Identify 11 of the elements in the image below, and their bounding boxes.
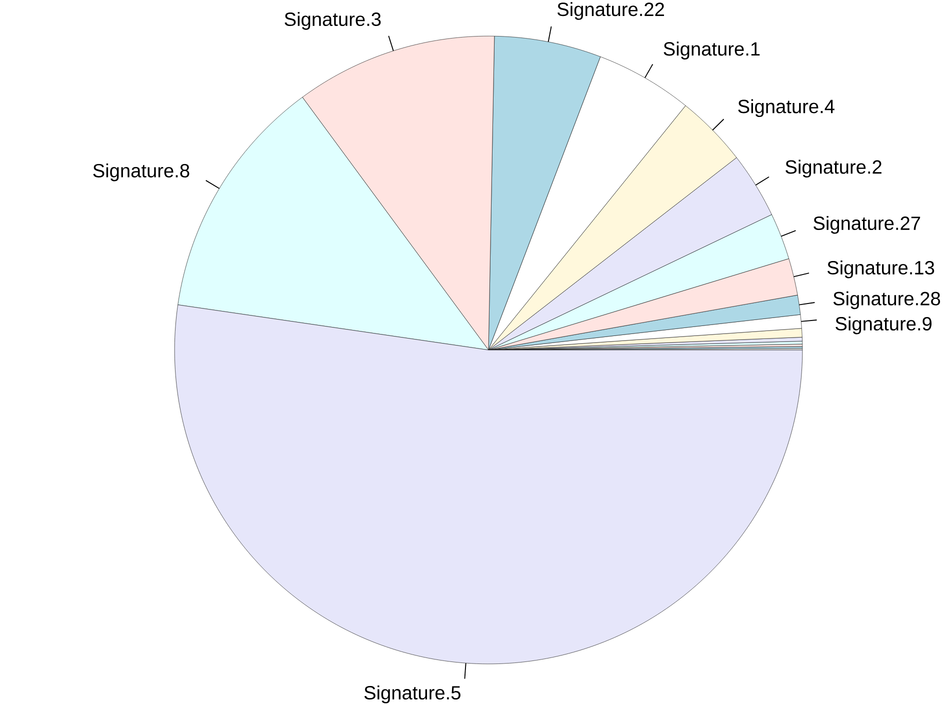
slice-label: Signature.13 [827, 260, 934, 278]
slice-label: Signature.3 [284, 12, 381, 30]
slice-label: Signature.28 [833, 291, 940, 309]
slice-label: Signature.9 [836, 316, 932, 334]
slice-label: Signature.1 [664, 41, 760, 60]
slice-label: Signature.22 [557, 2, 664, 20]
slice-label: Signature.27 [814, 216, 920, 234]
slice-label: Signature.5 [364, 685, 460, 704]
slice-label: Signature.4 [738, 99, 834, 117]
slice-label: Signature.2 [786, 160, 882, 178]
slice-label: Signature.8 [93, 163, 190, 182]
